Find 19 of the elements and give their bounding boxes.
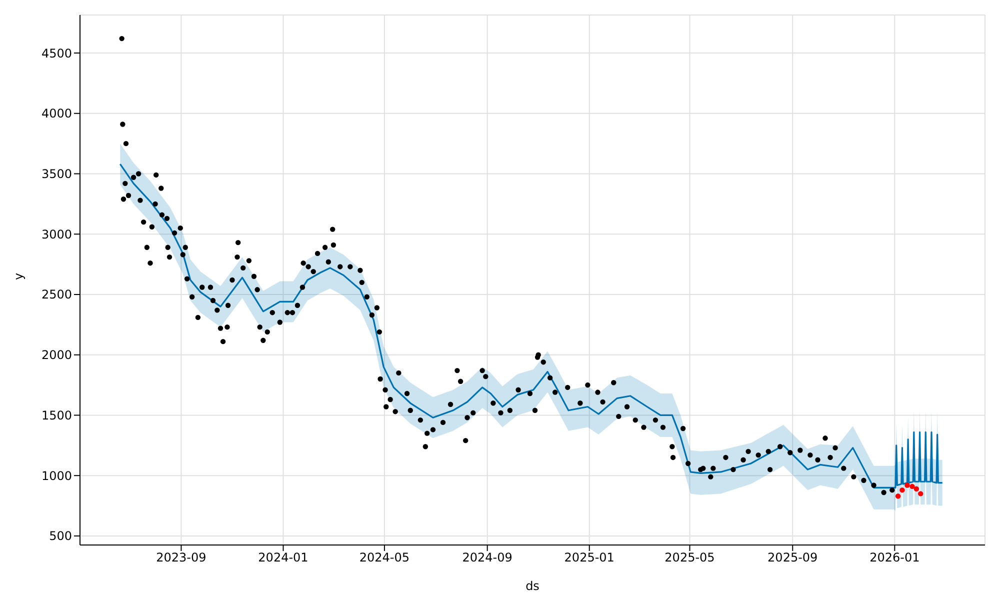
x-tick-label: 2026-01 [870, 550, 920, 565]
x-axis-title: ds [526, 579, 540, 593]
y-tick-label: 2500 [41, 288, 72, 302]
x-tick-label: 2023-09 [156, 550, 206, 565]
y-tick-label: 2000 [41, 348, 72, 362]
y-tick-label: 4500 [41, 46, 72, 60]
y-tick-label: 3500 [41, 167, 72, 182]
y-tick-label: 500 [49, 529, 72, 544]
y-tick-label: 1000 [41, 468, 72, 483]
x-tick-label: 2025-05 [664, 550, 715, 565]
x-tick-label: 2024-01 [258, 550, 308, 565]
x-tick-label: 2024-09 [462, 550, 512, 565]
y-tick-label: 3000 [41, 227, 72, 242]
x-tick-label: 2025-01 [564, 550, 614, 565]
y-tick-label: 1500 [41, 408, 72, 422]
x-tick-label: 2024-05 [359, 550, 410, 565]
y-tick-label: 4000 [41, 106, 72, 121]
x-tick-label: 2025-09 [768, 550, 818, 565]
y-axis-title: y [11, 272, 26, 280]
